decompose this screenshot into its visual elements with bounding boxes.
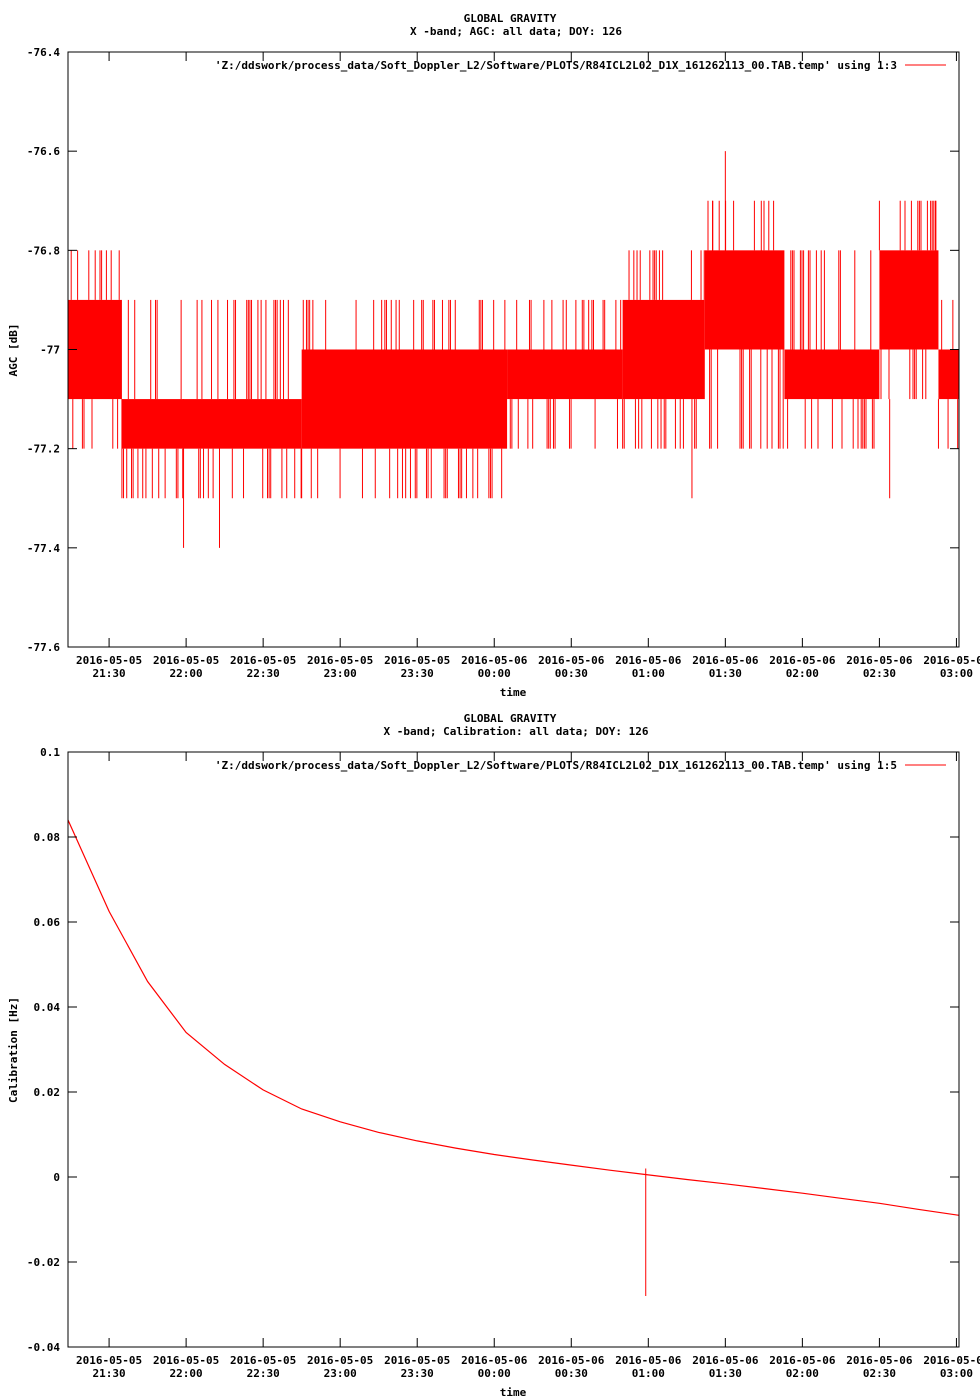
x-axis-label: time — [500, 686, 527, 699]
x-tick-label: 2016-05-05 — [230, 1354, 296, 1367]
agc-chart: GLOBAL GRAVITY X -band; AGC: all data; D… — [7, 12, 980, 699]
x-tick-label: 21:30 — [93, 667, 126, 680]
x-tick-label: 22:00 — [170, 667, 203, 680]
agc-band — [784, 349, 880, 400]
y-tick-label: -77 — [40, 344, 60, 357]
y-tick-label: 0.04 — [34, 1001, 61, 1014]
x-tick-label: 2016-05-05 — [384, 654, 450, 667]
x-tick-label: 02:00 — [786, 1367, 819, 1380]
agc-band — [507, 349, 623, 400]
agc-band — [622, 299, 705, 400]
x-tick-label: 2016-05-05 — [384, 1354, 450, 1367]
x-tick-label: 03:00 — [940, 1367, 973, 1380]
y-axis-label: AGC [dB] — [7, 324, 20, 377]
chart-subtitle: X -band; Calibration: all data; DOY: 126 — [384, 725, 649, 738]
x-tick-label: 23:30 — [401, 667, 434, 680]
x-tick-label: 00:30 — [555, 1367, 588, 1380]
y-tick-label: 0.02 — [34, 1086, 61, 1099]
chart-title: GLOBAL GRAVITY — [464, 12, 557, 25]
x-tick-label: 22:00 — [170, 1367, 203, 1380]
calibration-axes: 0.1 0.08 0.06 0.04 0.02 0 -0.02 -0.04 2016-05-05… — [27, 746, 980, 1380]
x-tick-label: 2016-05-06 — [461, 654, 528, 667]
y-tick-label: -0.02 — [27, 1256, 60, 1269]
y-tick-label: 0.1 — [40, 746, 60, 759]
x-tick-label: 2016-05-05 — [230, 654, 296, 667]
x-tick-label: 01:00 — [632, 1367, 665, 1380]
x-tick-label: 2016-05-06 — [692, 1354, 759, 1367]
y-tick-label: 0.06 — [34, 916, 61, 929]
y-axis-label: Calibration [Hz] — [7, 997, 20, 1103]
x-tick-label: 2016-05-05 — [307, 1354, 373, 1367]
x-tick-label: 2016-05-06 — [615, 1354, 682, 1367]
x-tick-label: 2016-05-05 — [307, 654, 373, 667]
y-tick-label: -77.2 — [27, 443, 60, 456]
agc-band — [879, 250, 939, 350]
x-tick-label: 2016-05-05 — [153, 654, 219, 667]
x-tick-label: 23:00 — [324, 667, 357, 680]
x-tick-label: 2016-05-05 — [76, 1354, 142, 1367]
x-tick-label: 2016-05-06 — [769, 654, 836, 667]
agc-band — [938, 349, 959, 400]
x-tick-label: 2016-05-05 — [153, 1354, 219, 1367]
x-tick-label: 2016-05-06 — [692, 654, 759, 667]
agc-band — [704, 250, 785, 350]
y-tick-label: -76.4 — [27, 46, 60, 59]
legend-label: 'Z:/ddswork/process_data/Soft_Doppler_L2… — [215, 759, 897, 772]
x-tick-label: 02:00 — [786, 667, 819, 680]
legend-label: 'Z:/ddswork/process_data/Soft_Doppler_L2… — [215, 59, 897, 72]
agc-band — [301, 349, 508, 449]
x-tick-label: 2016-05-06 — [538, 654, 605, 667]
x-tick-label: 00:00 — [478, 667, 511, 680]
y-tick-label: -77.6 — [27, 641, 60, 654]
x-tick-label: 02:30 — [863, 1367, 896, 1380]
calibration-line — [67, 819, 960, 1216]
x-tick-label: 2016-05-05 — [923, 654, 980, 667]
y-tick-label: 0.08 — [34, 831, 61, 844]
chart-subtitle: X -band; AGC: all data; DOY: 126 — [410, 25, 622, 38]
y-tick-label: -77.4 — [27, 542, 60, 555]
x-tick-label: 2016-05-06 — [615, 654, 682, 667]
x-tick-label: 2016-05-06 — [846, 1354, 913, 1367]
x-tick-label: 03:00 — [940, 667, 973, 680]
x-tick-label: 02:30 — [863, 667, 896, 680]
x-tick-label: 00:30 — [555, 667, 588, 680]
y-tick-label: -76.8 — [27, 244, 60, 257]
agc-axes: -76.4 -76.6 -76.8 -77 -77.2 -77.4 -77.6 2016-05… — [27, 46, 980, 680]
y-tick-label: 0 — [53, 1171, 60, 1184]
plot-frame — [67, 751, 960, 1348]
x-tick-label: 23:00 — [324, 1367, 357, 1380]
x-tick-label: 2016-05-06 — [846, 654, 913, 667]
x-tick-label: 01:30 — [709, 1367, 742, 1380]
agc-series — [68, 151, 959, 548]
x-tick-label: 2016-05-06 — [461, 1354, 528, 1367]
chart-title: GLOBAL GRAVITY — [464, 712, 557, 725]
calibration-series — [67, 819, 960, 1296]
x-tick-label: 22:30 — [247, 1367, 280, 1380]
x-tick-label: 23:30 — [401, 1367, 434, 1380]
x-tick-label: 2016-05-05 — [76, 654, 142, 667]
x-tick-label: 01:30 — [709, 667, 742, 680]
x-tick-label: 2016-05-06 — [538, 1354, 605, 1367]
x-tick-label: 00:00 — [478, 1367, 511, 1380]
y-tick-label: -76.6 — [27, 145, 60, 158]
x-tick-label: 2016-05-06 — [769, 1354, 836, 1367]
x-tick-label: 01:00 — [632, 667, 665, 680]
x-tick-label: 2016-05-05 — [923, 1354, 980, 1367]
agc-band — [121, 399, 302, 449]
x-axis-label: time — [500, 1386, 527, 1399]
x-tick-label: 21:30 — [93, 1367, 126, 1380]
calibration-chart: GLOBAL GRAVITY X -band; Calibration: all… — [7, 712, 980, 1399]
y-tick-label: -0.04 — [27, 1341, 60, 1354]
x-tick-label: 22:30 — [247, 667, 280, 680]
